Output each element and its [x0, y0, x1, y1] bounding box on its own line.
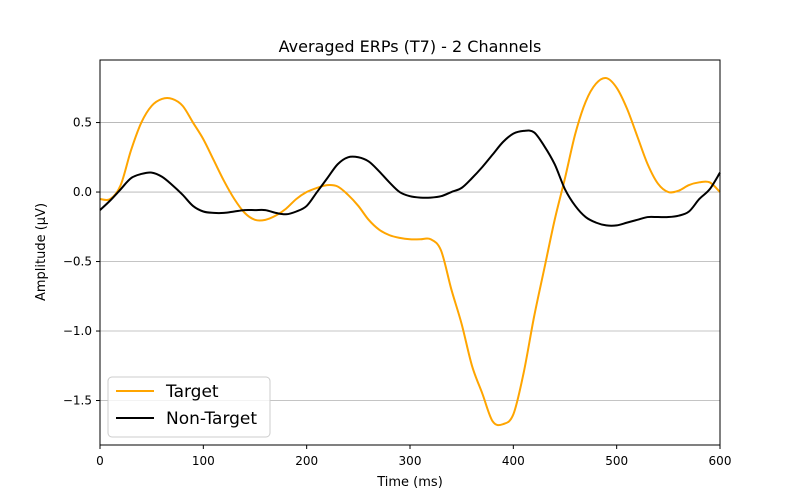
y-tick-label: 0.0 — [73, 185, 92, 199]
series-line-target — [99, 76, 721, 427]
y-tick-label: −0.5 — [63, 255, 92, 269]
y-axis-label: Amplitude (μV) — [34, 203, 49, 301]
y-axis-ticks: −1.5 −1.0 −0.5 0.0 0.5 — [63, 116, 100, 408]
y-tick-label: 0.5 — [73, 116, 92, 130]
x-tick-label: 400 — [502, 454, 525, 468]
x-tick-label: 100 — [192, 454, 215, 468]
legend-label-non-target: Non-Target — [166, 409, 257, 429]
legend: Target Non-Target — [107, 376, 271, 438]
series-lines — [99, 76, 721, 427]
x-tick-label: 600 — [709, 454, 732, 468]
x-axis-ticks: 0 100 200 300 400 500 600 — [96, 445, 731, 468]
x-tick-label: 200 — [295, 454, 318, 468]
y-tick-label: −1.0 — [63, 324, 92, 338]
legend-label-target: Target — [165, 382, 219, 402]
chart-title: Averaged ERPs (T7) - 2 Channels — [279, 37, 542, 56]
series-line-non-target — [99, 129, 721, 227]
y-tick-label: −1.5 — [63, 394, 92, 408]
x-axis-label: Time (ms) — [376, 475, 443, 490]
x-tick-label: 0 — [96, 454, 104, 468]
x-tick-label: 300 — [399, 454, 422, 468]
x-tick-label: 500 — [605, 454, 628, 468]
